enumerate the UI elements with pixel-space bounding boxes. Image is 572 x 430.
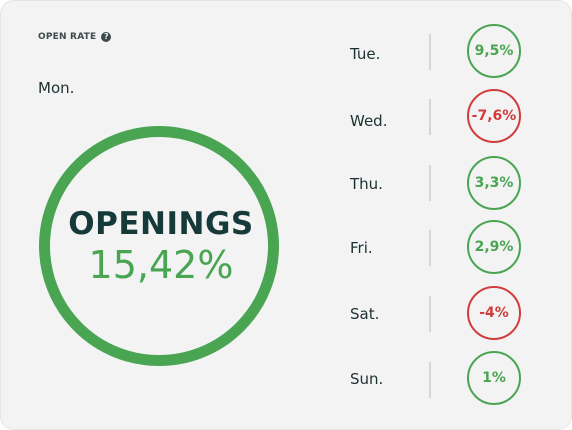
rate-badge: -7,6% — [467, 89, 521, 143]
day-row-thu: Thu. 3,3% — [1, 153, 571, 213]
rate-badge: 3,3% — [467, 156, 521, 210]
openings-ring — [39, 126, 279, 366]
day-label: Fri. — [350, 239, 373, 257]
day-row-fri: Fri. 2,9% — [1, 217, 571, 277]
header-label: OPEN RATE — [38, 32, 97, 42]
day-row-sat: Sat. -4% — [1, 283, 571, 343]
row-divider — [429, 165, 431, 201]
day-label: Tue. — [350, 45, 381, 63]
row-divider — [429, 34, 431, 70]
day-row-sun: Sun. 1% — [1, 347, 571, 407]
question-circle-icon[interactable]: ? — [101, 32, 112, 42]
rate-badge: 9,5% — [467, 24, 521, 78]
rate-badge: 2,9% — [467, 220, 521, 274]
row-divider — [429, 296, 431, 332]
rate-badge: 1% — [467, 351, 521, 405]
day-label: Sun. — [350, 370, 384, 388]
card-header: OPEN RATE ? — [38, 32, 112, 42]
day-label: Thu. — [350, 175, 383, 193]
day-row-wed: Wed. -7,6% — [1, 87, 571, 147]
row-divider — [429, 99, 431, 135]
row-divider — [429, 362, 431, 398]
openings-title: OPENINGS — [68, 206, 254, 242]
rate-badge: -4% — [467, 286, 521, 340]
main-day-label: Mon. — [38, 79, 75, 97]
day-row-tue: Tue. 9,5% — [1, 21, 571, 81]
day-label: Wed. — [350, 112, 388, 130]
day-label: Sat. — [350, 305, 380, 323]
openings-value: 15,42% — [88, 243, 234, 287]
row-divider — [429, 230, 431, 266]
